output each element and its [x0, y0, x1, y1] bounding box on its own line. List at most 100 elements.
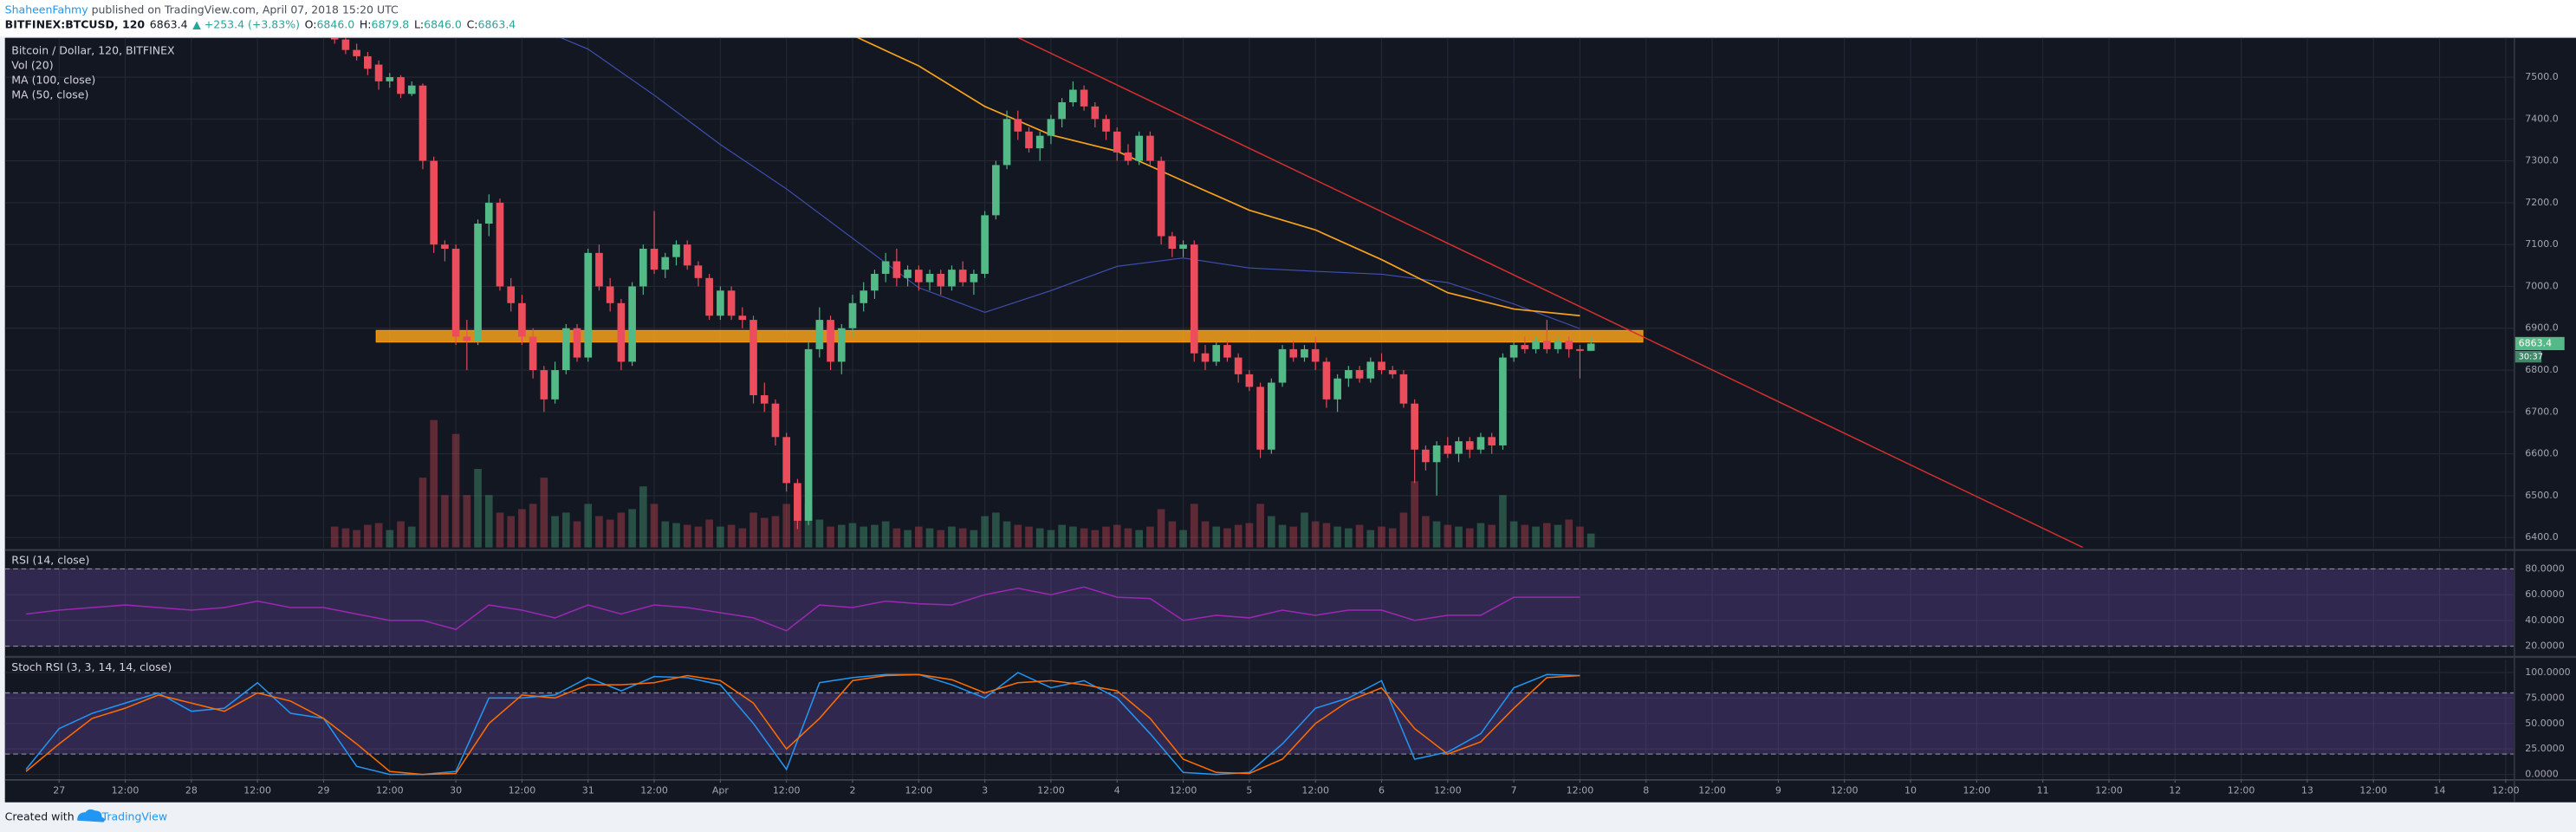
x-tick-label: 2 — [849, 785, 855, 796]
volume-bar — [871, 524, 879, 548]
x-tick-label: 12:00 — [1567, 785, 1594, 796]
candle-body — [1542, 341, 1551, 349]
volume-bar — [738, 528, 747, 548]
candle-body — [451, 249, 460, 337]
candle-body — [1069, 89, 1077, 102]
volume-bar — [771, 516, 780, 548]
y-tick-label: 6500.0 — [2525, 490, 2558, 501]
y-tick-label: 6800.0 — [2525, 364, 2558, 375]
volume-bar — [463, 495, 471, 548]
candle-body — [881, 261, 890, 274]
stoch-pane — [4, 672, 2514, 776]
volume-bar — [1322, 523, 1331, 548]
volume-bar — [1234, 524, 1243, 548]
candle-body — [407, 85, 416, 94]
volume-bar — [727, 524, 736, 548]
volume-bar — [661, 521, 670, 548]
x-tick-label: 12:00 — [1963, 785, 1990, 796]
ohlc-value: 6879.8 — [372, 17, 410, 30]
header-line-1: ShaheenFahmy published on TradingView.co… — [5, 3, 399, 16]
chart-background — [4, 37, 2576, 780]
volume-bar — [1576, 526, 1584, 548]
volume-bar — [1444, 524, 1452, 548]
x-tick-label: 31 — [582, 785, 594, 796]
volume-bar — [1355, 524, 1364, 548]
candle-body — [1113, 131, 1121, 153]
x-tick-label: 12:00 — [2095, 785, 2123, 796]
candle-body — [738, 315, 747, 321]
footer-bar — [0, 802, 2576, 832]
x-tick-label: 9 — [1775, 785, 1781, 796]
candle-body — [650, 249, 659, 270]
candle-body — [1576, 348, 1584, 351]
candle-body — [1002, 119, 1011, 166]
candle-body — [1091, 106, 1100, 120]
volume-bar — [860, 526, 868, 548]
volume-bar — [1554, 524, 1562, 548]
volume-bar — [694, 526, 703, 548]
footer-text: Created with — [5, 809, 75, 822]
candle-body — [595, 252, 603, 287]
candle-body — [705, 277, 713, 316]
volume-bar — [1190, 504, 1198, 548]
candle-body — [507, 286, 516, 303]
volume-bar — [386, 530, 394, 548]
volume-bar — [419, 478, 427, 548]
candle-body — [617, 302, 626, 362]
volume-bar — [397, 521, 405, 548]
volume-bar — [1179, 530, 1187, 548]
volume-bar — [407, 526, 416, 548]
candle-body — [529, 336, 537, 371]
candle-body — [694, 265, 703, 278]
price-tag-label: 6863.4 — [2519, 337, 2552, 348]
volume-bar — [1455, 526, 1463, 548]
y-tick-label: 7200.0 — [2525, 197, 2558, 208]
x-tick-label: 10 — [1904, 785, 1917, 796]
candle-body — [717, 290, 724, 316]
candle-body — [1499, 357, 1507, 445]
last-price: 6863.4 — [150, 17, 188, 30]
candle-body — [364, 55, 372, 69]
x-tick-label: 12:00 — [640, 785, 668, 796]
y-tick-label: 7400.0 — [2525, 113, 2558, 124]
volume-bar — [1565, 519, 1574, 548]
x-tick-label: 12:00 — [509, 785, 536, 796]
y-tick-label: 7300.0 — [2525, 155, 2558, 166]
candle-body — [1157, 160, 1165, 237]
volume-bar — [672, 523, 680, 548]
x-tick-label: 12:00 — [2228, 785, 2255, 796]
author[interactable]: ShaheenFahmy — [5, 3, 89, 16]
y-tick-label: 100.0000 — [2525, 666, 2570, 678]
candle-body — [860, 290, 868, 303]
volume-bar — [1476, 523, 1485, 548]
candle-body — [937, 273, 945, 287]
candle-body — [606, 286, 614, 303]
candle-body — [441, 244, 449, 250]
candle-body — [1124, 152, 1132, 161]
y-tick-label: 6900.0 — [2525, 322, 2558, 334]
volume-bar — [827, 526, 834, 548]
volume-bar — [837, 524, 846, 548]
candle-body — [1047, 119, 1055, 136]
footer-brand[interactable]: TradingView — [101, 809, 168, 822]
y-tick-label: 20.0000 — [2525, 640, 2564, 652]
ohlc-value: 6863.4 — [478, 17, 516, 30]
volume-bar — [1301, 512, 1308, 548]
candle-body — [540, 370, 548, 400]
y-tick-label: 60.0000 — [2525, 588, 2564, 600]
volume-bar — [1223, 528, 1231, 548]
volume-bar — [374, 523, 383, 548]
y-tick-label: 7100.0 — [2525, 238, 2558, 250]
candle-body — [672, 244, 680, 257]
x-tick-label: 4 — [1114, 785, 1120, 796]
volume-bar — [1256, 504, 1264, 548]
x-tick-label: 12:00 — [243, 785, 271, 796]
volume-bar — [617, 512, 626, 548]
volume-bar — [892, 528, 901, 548]
y-tick-label: 6400.0 — [2525, 531, 2558, 543]
change: ▲ +253.4 (+3.83%) — [192, 17, 300, 30]
x-tick-label: 12:00 — [1698, 785, 1726, 796]
candle-body — [1025, 131, 1033, 149]
candle-body — [871, 273, 879, 291]
